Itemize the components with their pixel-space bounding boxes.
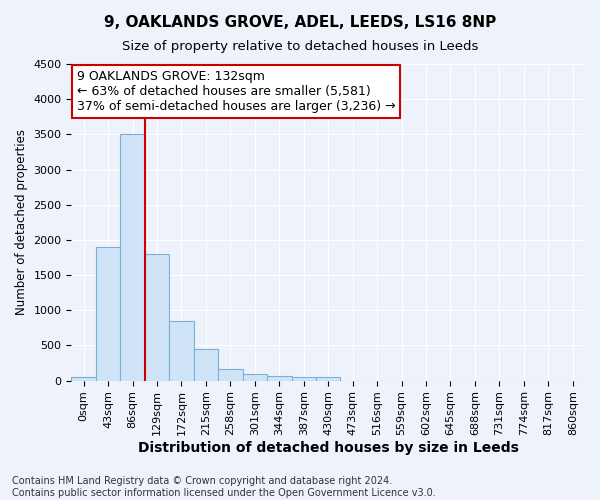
Text: 9 OAKLANDS GROVE: 132sqm
← 63% of detached houses are smaller (5,581)
37% of sem: 9 OAKLANDS GROVE: 132sqm ← 63% of detach… (77, 70, 395, 114)
Bar (316, 377, 340, 380)
Text: Size of property relative to detached houses in Leeds: Size of property relative to detached ho… (122, 40, 478, 53)
Y-axis label: Number of detached properties: Number of detached properties (15, 130, 28, 316)
Bar (96, 247, 121, 380)
Bar (71, 377, 96, 380)
Bar (169, 321, 194, 380)
Bar (145, 254, 169, 380)
Bar (194, 349, 218, 380)
Bar (242, 374, 267, 380)
Bar (218, 368, 242, 380)
Text: 9, OAKLANDS GROVE, ADEL, LEEDS, LS16 8NP: 9, OAKLANDS GROVE, ADEL, LEEDS, LS16 8NP (104, 15, 496, 30)
Bar (121, 134, 145, 380)
Text: Contains HM Land Registry data © Crown copyright and database right 2024.
Contai: Contains HM Land Registry data © Crown c… (12, 476, 436, 498)
X-axis label: Distribution of detached houses by size in Leeds: Distribution of detached houses by size … (138, 441, 518, 455)
Bar (267, 376, 292, 380)
Bar (292, 377, 316, 380)
